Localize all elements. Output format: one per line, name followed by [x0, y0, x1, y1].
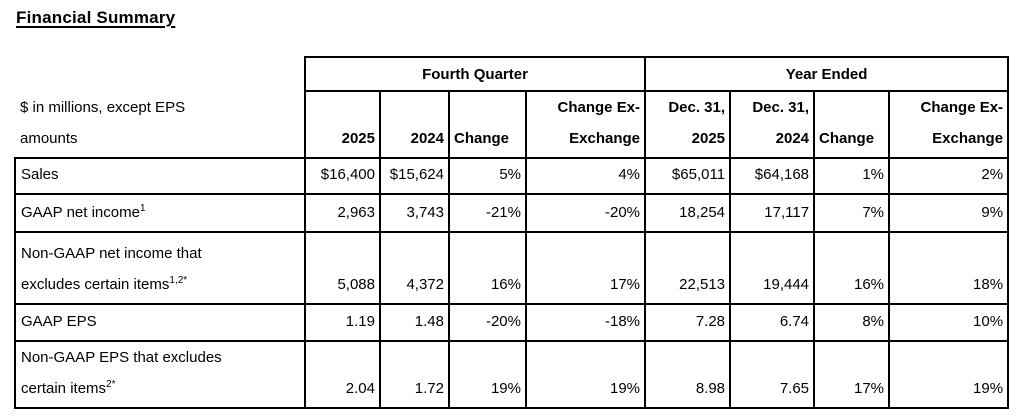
- col-header-ye-2024-line1: Dec. 31,: [752, 99, 810, 116]
- cell-ye-change-ex: 9%: [888, 193, 1010, 233]
- col-header-ye-2025: Dec. 31, 2025: [644, 90, 732, 159]
- table-row-gaap-net-income: GAAP net income1 2,963 3,743 -21% -20% 1…: [14, 193, 1010, 233]
- corner-label-line2: amounts: [20, 130, 78, 147]
- cell-q4-change-ex: -20%: [524, 193, 647, 233]
- col-header-ye-change: Change: [813, 90, 891, 159]
- cell-ye-change: 16%: [813, 231, 891, 305]
- table-row-non-gaap-net-income: Non-GAAP net income that excludes certai…: [14, 231, 1010, 305]
- col-header-ye-2025-line2: 2025: [691, 130, 726, 147]
- col-header-q4-change-ex: Change Ex- Exchange: [524, 90, 647, 159]
- corner-label-line1: $ in millions, except EPS: [20, 99, 186, 116]
- cell-ye-change-ex: 18%: [888, 231, 1010, 305]
- cell-ye-2025: 8.98: [644, 340, 732, 409]
- row-label-text: GAAP EPS: [21, 313, 97, 330]
- cell-ye-2024: 6.74: [729, 303, 816, 342]
- row-label-text: certain items: [21, 380, 107, 397]
- col-header-q4-change-ex-line2: Exchange: [569, 130, 641, 147]
- cell-ye-change-ex: 19%: [888, 340, 1010, 409]
- cell-ye-change-ex: 10%: [888, 303, 1010, 342]
- cell-q4-change: -20%: [448, 303, 527, 342]
- cell-q4-2025: 5,088: [304, 231, 381, 305]
- col-header-ye-2024: Dec. 31, 2024: [729, 90, 816, 159]
- cell-ye-2024: $64,168: [729, 157, 816, 195]
- row-label: Non-GAAP net income that excludes certai…: [14, 231, 306, 305]
- cell-q4-change: 19%: [448, 340, 527, 409]
- col-header-q4-change: Change: [448, 90, 527, 159]
- cell-q4-2024: 3,743: [379, 193, 450, 233]
- cell-q4-change-ex: 4%: [524, 157, 647, 195]
- footnote-superscript: 1,2*: [169, 275, 188, 286]
- col-header-q4-2024: 2024: [379, 90, 450, 159]
- cell-q4-change: 5%: [448, 157, 527, 195]
- table-row-non-gaap-eps: Non-GAAP EPS that excludes certain items…: [14, 340, 1010, 409]
- row-label-text: Sales: [21, 166, 59, 183]
- row-label: Sales: [14, 157, 306, 195]
- col-header-q4-2025: 2025: [304, 90, 381, 159]
- cell-ye-change-ex: 2%: [888, 157, 1010, 195]
- footnote-superscript: 2*: [106, 379, 116, 390]
- cell-q4-change-ex: 19%: [524, 340, 647, 409]
- col-header-ye-2024-line2: 2024: [775, 130, 810, 147]
- cell-ye-2024: 19,444: [729, 231, 816, 305]
- cell-q4-2025: 2,963: [304, 193, 381, 233]
- col-header-ye-change-ex: Change Ex- Exchange: [888, 90, 1010, 159]
- cell-ye-2025: 7.28: [644, 303, 732, 342]
- row-label: GAAP net income1: [14, 193, 306, 233]
- cell-q4-change: 16%: [448, 231, 527, 305]
- row-label-text: excludes certain items: [21, 276, 170, 293]
- financial-summary-table: $ in millions, except EPS amounts Fourth…: [14, 56, 1010, 409]
- col-header-ye-change-ex-line1: Change Ex-: [920, 99, 1004, 116]
- cell-ye-2024: 17,117: [729, 193, 816, 233]
- cell-ye-2025: $65,011: [644, 157, 732, 195]
- row-label-line2: certain items2*: [21, 373, 300, 404]
- cell-ye-2024: 7.65: [729, 340, 816, 409]
- col-header-ye-change-ex-line2: Exchange: [932, 130, 1004, 147]
- row-label-line1: Non-GAAP EPS that excludes: [21, 349, 222, 366]
- sub-header-row: 2025 2024 Change Change Ex- Exchange Dec…: [15, 90, 1010, 159]
- cell-q4-2025: $16,400: [304, 157, 381, 195]
- cell-q4-2024: 1.48: [379, 303, 450, 342]
- footnote-superscript: 1: [139, 203, 146, 214]
- cell-ye-2025: 22,513: [644, 231, 732, 305]
- corner-header-cell: $ in millions, except EPS amounts: [15, 57, 306, 159]
- cell-ye-change: 7%: [813, 193, 891, 233]
- row-label-text: GAAP net income: [21, 204, 140, 221]
- col-header-ye-2025-line1: Dec. 31,: [668, 99, 726, 116]
- cell-ye-2025: 18,254: [644, 193, 732, 233]
- row-label: Non-GAAP EPS that excludes certain items…: [14, 340, 306, 409]
- cell-ye-change: 1%: [813, 157, 891, 195]
- cell-q4-2024: $15,624: [379, 157, 450, 195]
- row-label-line2: excludes certain items1,2*: [21, 269, 300, 300]
- cell-q4-change-ex: 17%: [524, 231, 647, 305]
- cell-q4-change: -21%: [448, 193, 527, 233]
- col-header-q4-change-ex-line1: Change Ex-: [557, 99, 641, 116]
- cell-q4-2024: 1.72: [379, 340, 450, 409]
- group-header-year-ended: Year Ended: [644, 56, 1010, 92]
- cell-ye-change: 8%: [813, 303, 891, 342]
- group-header-fourth-quarter: Fourth Quarter: [303, 56, 647, 92]
- table-row-gaap-eps: GAAP EPS 1.19 1.48 -20% -18% 7.28 6.74 8…: [14, 303, 1010, 342]
- group-header-row: $ in millions, except EPS amounts Fourth…: [15, 56, 1010, 159]
- table-row-sales: Sales $16,400 $15,624 5% 4% $65,011 $64,…: [14, 157, 1010, 195]
- cell-q4-2024: 4,372: [379, 231, 450, 305]
- row-label: GAAP EPS: [14, 303, 306, 342]
- cell-q4-2025: 2.04: [304, 340, 381, 409]
- cell-ye-change: 17%: [813, 340, 891, 409]
- cell-q4-2025: 1.19: [304, 303, 381, 342]
- cell-q4-change-ex: -18%: [524, 303, 647, 342]
- page-title: Financial Summary: [16, 8, 176, 27]
- row-label-line1: Non-GAAP net income that: [21, 245, 202, 262]
